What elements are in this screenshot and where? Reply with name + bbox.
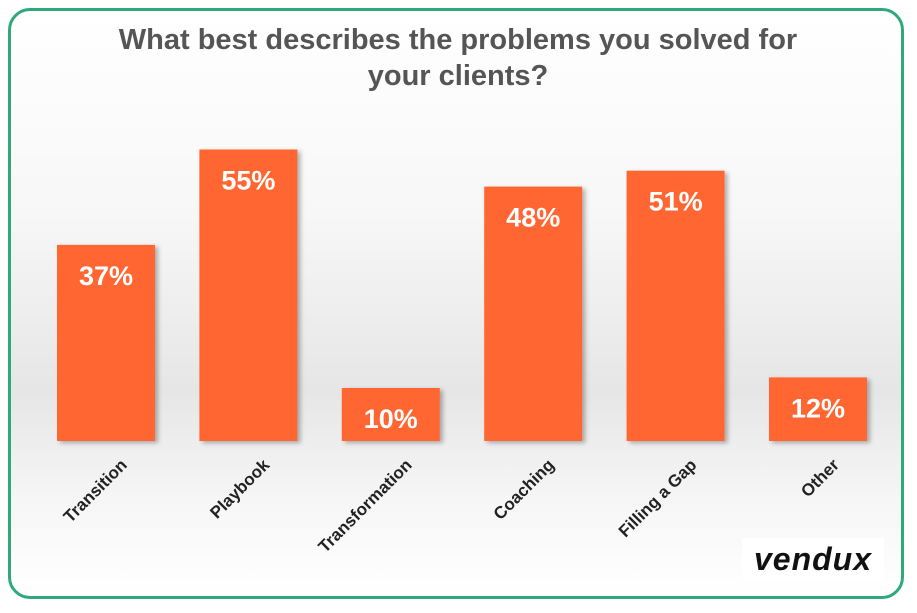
x-tick-label: Transition [60,455,131,526]
bar [341,388,440,441]
value-label: 51% [649,187,703,217]
bar [626,170,725,441]
value-label: 37% [79,261,133,291]
chart-title: What best describes the problems you sol… [118,24,798,92]
x-tick-label: Filling a Gap [615,455,701,541]
logo: vendux [742,538,884,580]
x-tick-label: Playbook [206,455,273,522]
x-tick-label: Coaching [490,455,558,523]
bar [199,149,298,441]
value-label: 10% [364,404,418,434]
bar [769,377,867,441]
x-tick-label: Transformation [315,455,416,556]
value-label: 55% [221,166,275,196]
bar [484,186,583,441]
value-label: 12% [791,393,845,423]
x-tick-label: Other [797,455,843,501]
bar [57,244,155,441]
value-label: 48% [506,203,560,233]
frame [8,8,904,599]
